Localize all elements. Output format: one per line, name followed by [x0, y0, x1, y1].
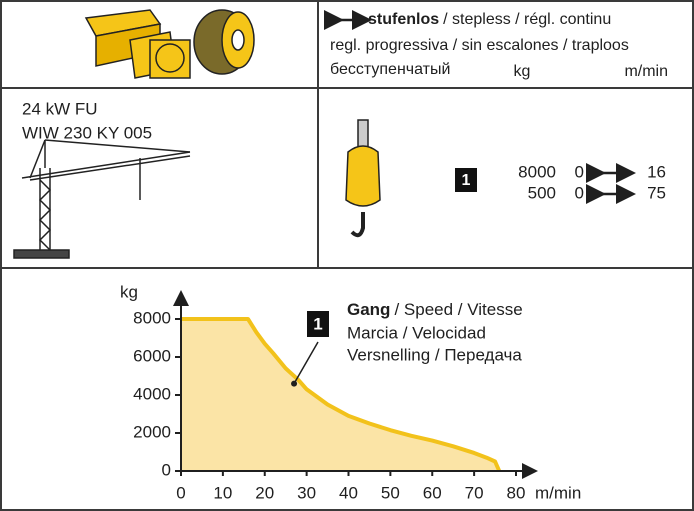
legend-line: Marcia / Velocidad [347, 323, 486, 342]
x-tick-label: 10 [213, 483, 232, 502]
speed-max: 16 [647, 162, 666, 181]
x-tick-label: 0 [176, 483, 185, 502]
speed-min: 0 [575, 162, 584, 181]
header-line: бесступенчатый [330, 61, 450, 78]
legend-badge-number: 1 [313, 314, 322, 333]
legend-bold: Gang [347, 300, 390, 319]
hook-drawing [346, 120, 380, 235]
x-tick-label: 80 [507, 483, 526, 502]
x-tick-label: 60 [423, 483, 442, 502]
y-axis-label: kg [120, 282, 138, 301]
header-line: regl. progressiva / sin escalones / trap… [330, 37, 629, 54]
motor-model: WIW 230 KY 005 [22, 123, 152, 142]
unit-label: kg [514, 63, 531, 80]
header-rest: / stepless / régl. continu [443, 11, 611, 28]
leader-dot [291, 381, 297, 387]
header-line: stufenlos/ stepless / régl. continu [368, 11, 611, 28]
speed-max: 75 [647, 183, 666, 202]
leader-line [294, 342, 318, 384]
speed-table: 8000 0 16 500 0 75 [518, 162, 666, 202]
y-tick-label: 6000 [133, 346, 171, 365]
speed-min: 0 [575, 183, 584, 202]
x-tick-label: 30 [297, 483, 316, 502]
header-bold: stufenlos [368, 11, 439, 28]
gear-number: 1 [462, 172, 471, 189]
load-value: 500 [528, 183, 556, 202]
legend-line: Versnelling / Передача [347, 345, 522, 364]
crane-drawing [14, 140, 190, 258]
y-tick-label: 8000 [133, 308, 171, 327]
x-tick-label: 20 [255, 483, 274, 502]
y-tick-label: 2000 [133, 422, 171, 441]
document: stufenlos/ stepless / régl. continu regl… [0, 0, 694, 511]
x-tick-label: 40 [339, 483, 358, 502]
x-tick-label: 50 [381, 483, 400, 502]
unit-label: m/min [624, 63, 668, 80]
x-tick-label: 70 [465, 483, 484, 502]
legend-rest: / Speed / Vitesse [394, 300, 522, 319]
load-value: 8000 [518, 162, 556, 181]
y-tick-label: 0 [162, 460, 171, 479]
x-axis-label: m/min [535, 483, 581, 502]
y-tick-label: 4000 [133, 384, 171, 403]
legend-line: Gang/ Speed / Vitesse [347, 300, 523, 319]
hoist-drawing [86, 10, 254, 78]
motor-power: 24 kW FU [22, 99, 98, 118]
